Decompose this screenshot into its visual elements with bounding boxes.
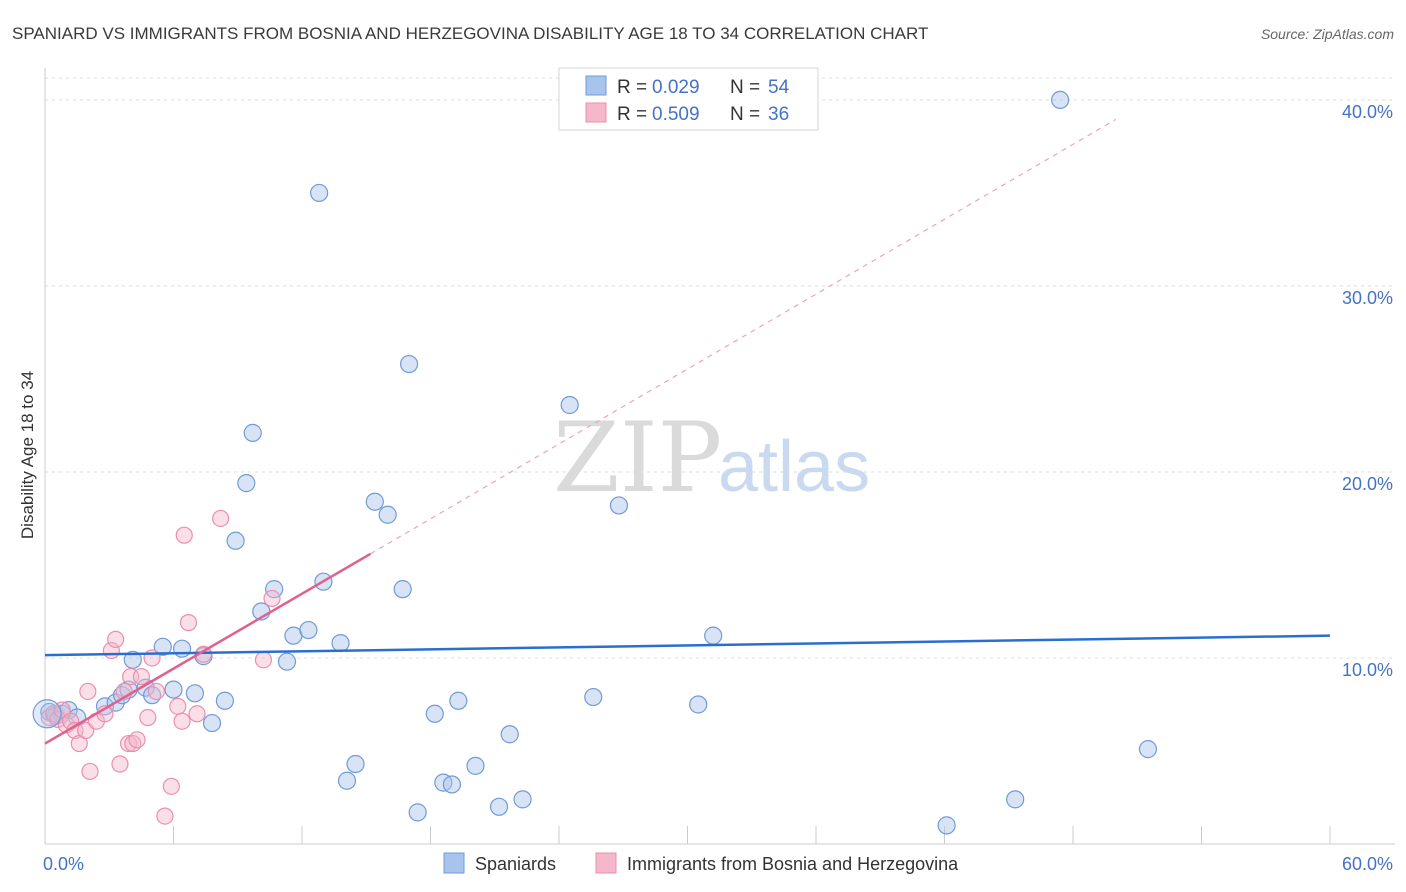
legend-swatch-bosnia (585, 102, 607, 123)
spaniards-point (1006, 790, 1025, 809)
data-points (32, 90, 1158, 835)
watermark-atlas: atlas (718, 427, 870, 507)
y-tick-label: 10.0% (1342, 660, 1393, 680)
spaniards-point (500, 725, 519, 744)
bosnia-point (79, 682, 97, 701)
bosnia-point (119, 734, 138, 753)
spaniards-point (185, 684, 205, 703)
spaniards-point (365, 492, 384, 511)
bosnia-point (139, 708, 157, 727)
spaniards-point (310, 183, 329, 203)
y-tick-label: 40.0% (1342, 102, 1393, 122)
x-tick-label: 60.0% (1342, 854, 1393, 874)
spaniards-point (489, 797, 509, 816)
spaniards-point (243, 423, 262, 442)
y-tick-label: 30.0% (1342, 288, 1393, 308)
spaniards-point (442, 775, 462, 794)
bosnia-point (188, 705, 206, 723)
x-tick-label: 0.0% (43, 854, 84, 874)
bosnia-point (179, 614, 198, 632)
spaniards-point (393, 580, 412, 599)
bosnia-point (147, 682, 165, 701)
legend-n-value-2: 36 (768, 104, 789, 125)
spaniards-point (449, 691, 468, 710)
spaniards-point (202, 713, 222, 733)
series-legend-swatch-spaniards (443, 852, 465, 874)
legend-swatch-spaniards (585, 75, 607, 96)
bosnia-trend-line (44, 552, 372, 745)
spaniards-point (337, 771, 357, 790)
spaniards-point (164, 680, 183, 699)
spaniards-point (689, 695, 708, 714)
watermark: ZIP atlas (553, 402, 870, 514)
spaniards-point (237, 474, 256, 493)
spaniards-point (466, 756, 485, 775)
bosnia-point (173, 712, 191, 730)
spaniards-point (331, 633, 350, 653)
spaniards-point (704, 626, 723, 645)
chart-source: Source: ZipAtlas.com (1261, 26, 1394, 42)
spaniards-point (399, 354, 419, 374)
spaniards-point (172, 639, 192, 658)
bosnia-point (162, 777, 180, 795)
bosnia-point (254, 651, 273, 669)
bosnia-trend-extension (370, 118, 1117, 555)
spaniards-point (346, 754, 365, 774)
series-legend-label-bosnia: Immigrants from Bosnia and Herzegovina (627, 854, 959, 874)
legend-n-value-1: 54 (768, 77, 790, 98)
bosnia-point (175, 526, 193, 544)
spaniards-point (584, 687, 603, 707)
bosnia-point (49, 710, 67, 728)
series-legend-label-spaniards: Spaniards (475, 854, 556, 874)
spaniards-point (226, 531, 245, 550)
spaniards-point (215, 691, 234, 710)
spaniards-point (299, 620, 318, 640)
bosnia-point (156, 807, 174, 825)
grid (45, 77, 1395, 659)
chart-title: SPANIARD VS IMMIGRANTS FROM BOSNIA AND H… (12, 24, 928, 43)
legend-r-label-1: R = (617, 77, 647, 98)
spaniards-point (560, 395, 579, 415)
legend-n-label-2: N = (730, 104, 760, 125)
spaniards-point (277, 652, 297, 671)
spaniards-point (408, 803, 427, 822)
correlation-legend: R = 0.029 N = 54 R = 0.509 N = 36 (558, 67, 819, 131)
y-tick-label: 20.0% (1342, 474, 1393, 494)
bosnia-point (111, 755, 129, 773)
spaniards-point (153, 637, 172, 656)
spaniards-trend-line (44, 634, 1331, 657)
legend-r-value-2: 0.509 (652, 104, 700, 125)
legend-r-label-2: R = (617, 104, 647, 125)
bosnia-point (81, 762, 99, 781)
bosnia-point (132, 667, 150, 686)
spaniards-point (425, 704, 444, 723)
trend-lines (44, 118, 1331, 745)
bosnia-point (263, 589, 281, 608)
y-axis-label: Disability Age 18 to 34 (18, 371, 37, 539)
bosnia-point (212, 509, 230, 528)
spaniards-point (1138, 740, 1158, 759)
legend-n-label-1: N = (730, 77, 760, 98)
spaniards-cluster-point (32, 699, 62, 729)
series-legend: Spaniards Immigrants from Bosnia and Her… (443, 852, 959, 874)
spaniards-point (1051, 90, 1070, 110)
bosnia-point (107, 630, 125, 648)
spaniards-point (609, 496, 629, 515)
spaniards-point (378, 505, 397, 524)
bosnia-point (128, 731, 146, 749)
bosnia-point (169, 697, 187, 715)
legend-r-value-1: 0.029 (652, 77, 700, 98)
spaniards-point (513, 790, 532, 809)
series-legend-swatch-bosnia (595, 852, 617, 874)
spaniards-point (937, 816, 956, 835)
watermark-zip: ZIP (553, 402, 722, 514)
axes: 10.0% 20.0% 30.0% 40.0% 0.0% 60.0% (43, 68, 1395, 874)
